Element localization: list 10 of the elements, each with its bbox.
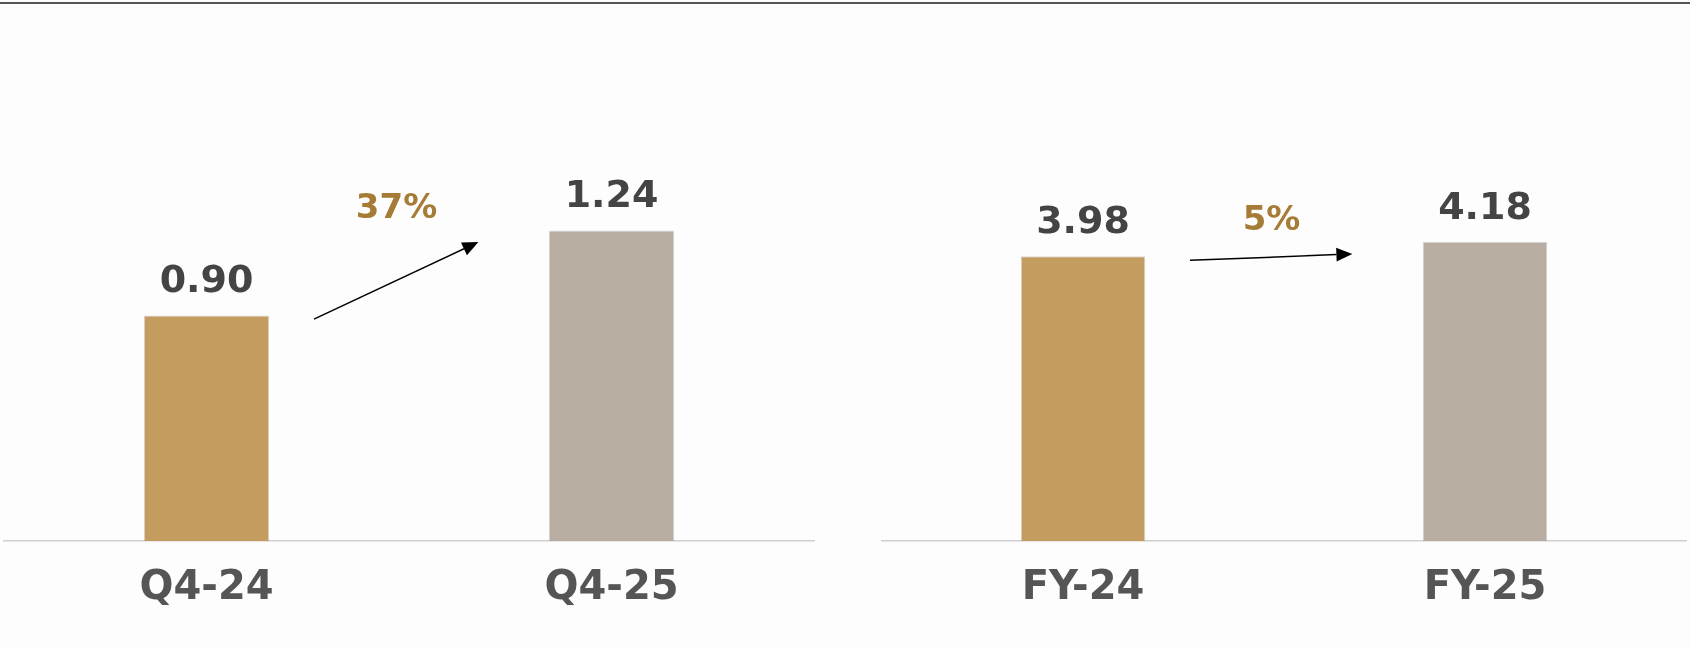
data-label: 1.24 xyxy=(564,172,659,217)
text: 5% xyxy=(1242,197,1301,238)
text: 37% xyxy=(355,186,438,227)
x-tick-label: FY-24 xyxy=(1021,562,1145,609)
data-label: 3.98 xyxy=(1036,198,1130,243)
x-tick-label: Q4-25 xyxy=(544,562,679,609)
data-label: 0.90 xyxy=(159,257,254,302)
x-tick-label: Q4-24 xyxy=(139,562,274,609)
x-tick-label: FY-25 xyxy=(1423,562,1547,609)
data-label: 4.18 xyxy=(1438,183,1532,228)
